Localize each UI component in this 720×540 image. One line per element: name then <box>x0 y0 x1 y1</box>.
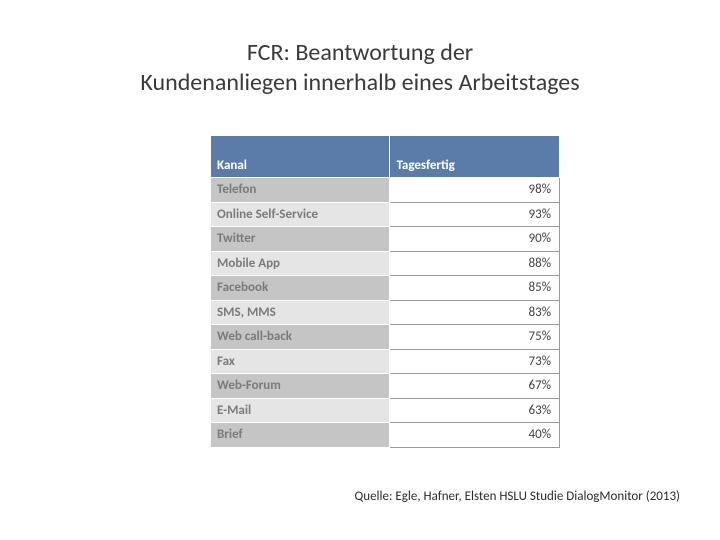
cell-value: 73% <box>390 349 560 374</box>
cell-value: 83% <box>390 300 560 325</box>
table-row: E-Mail63% <box>211 398 560 423</box>
cell-value: 75% <box>390 325 560 350</box>
table-row: SMS, MMS83% <box>211 300 560 325</box>
table-row: Telefon98% <box>211 178 560 203</box>
cell-kanal: Telefon <box>211 178 390 203</box>
table-row: Brief40% <box>211 423 560 448</box>
cell-kanal: SMS, MMS <box>211 300 390 325</box>
cell-value: 93% <box>390 202 560 227</box>
cell-value: 63% <box>390 398 560 423</box>
cell-kanal: Mobile App <box>211 251 390 276</box>
table-row: Online Self-Service93% <box>211 202 560 227</box>
cell-value: 67% <box>390 374 560 399</box>
table-row: Facebook85% <box>211 276 560 301</box>
cell-value: 85% <box>390 276 560 301</box>
cell-kanal: Fax <box>211 349 390 374</box>
cell-value: 90% <box>390 227 560 252</box>
table-row: Mobile App88% <box>211 251 560 276</box>
table-row: Fax73% <box>211 349 560 374</box>
col-header-value: Tagesfertig <box>390 136 560 178</box>
title-line-1: FCR: Beantwortung der <box>0 38 720 68</box>
cell-value: 98% <box>390 178 560 203</box>
cell-kanal: E-Mail <box>211 398 390 423</box>
slide-title: FCR: Beantwortung der Kundenanliegen inn… <box>0 38 720 98</box>
table-row: Web call-back75% <box>211 325 560 350</box>
title-line-2: Kundenanliegen innerhalb eines Arbeitsta… <box>0 68 720 98</box>
cell-kanal: Facebook <box>211 276 390 301</box>
table-row: Twitter90% <box>211 227 560 252</box>
cell-value: 40% <box>390 423 560 448</box>
cell-kanal: Brief <box>211 423 390 448</box>
cell-kanal: Twitter <box>211 227 390 252</box>
cell-value: 88% <box>390 251 560 276</box>
col-header-kanal: Kanal <box>211 136 390 178</box>
fcr-table-container: Kanal Tagesfertig Telefon98%Online Self-… <box>210 135 560 448</box>
table-row: Web-Forum67% <box>211 374 560 399</box>
source-citation: Quelle: Egle, Hafner, Elsten HSLU Studie… <box>355 489 681 504</box>
cell-kanal: Web call-back <box>211 325 390 350</box>
fcr-table: Kanal Tagesfertig Telefon98%Online Self-… <box>210 135 560 448</box>
cell-kanal: Online Self-Service <box>211 202 390 227</box>
table-header-row: Kanal Tagesfertig <box>211 136 560 178</box>
cell-kanal: Web-Forum <box>211 374 390 399</box>
